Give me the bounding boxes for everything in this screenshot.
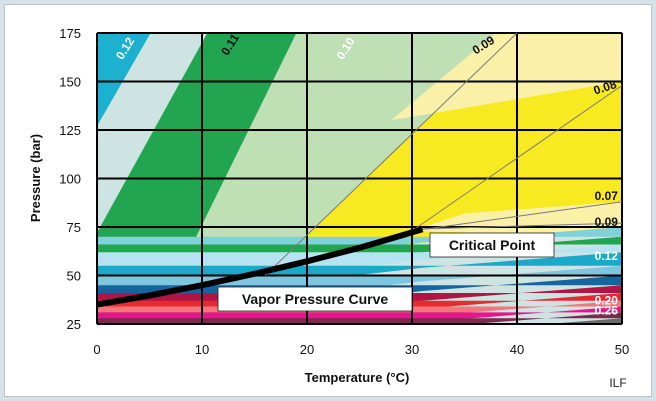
density-label-upper-6: 0.09 <box>595 215 619 229</box>
isochore-line-1 <box>411 84 622 232</box>
vapor-pressure-callout <box>217 286 413 312</box>
credit-label: ILF <box>609 376 626 390</box>
x-tick-label-0: 0 <box>93 342 100 357</box>
y-tick-label-75: 75 <box>67 220 81 235</box>
liquid-band-10 <box>97 312 622 324</box>
x-axis-label: Temperature (°C) <box>305 370 410 385</box>
y-tick-label-125: 125 <box>59 123 81 138</box>
y-tick-label-100: 100 <box>59 172 81 187</box>
x-tick-label-20: 20 <box>300 342 314 357</box>
critical-point-label: Critical Point <box>449 237 536 253</box>
x-tick-label-50: 50 <box>615 342 629 357</box>
isochore-line-0 <box>264 33 518 276</box>
isochore-line-3 <box>422 222 622 230</box>
critical-point-callout <box>429 232 555 258</box>
density-label-lower-2: 0.26 <box>595 303 619 317</box>
y-tick-label-50: 50 <box>67 269 81 284</box>
density-label-lower-1: 0.20 <box>595 294 619 308</box>
density-region-0.11 <box>97 33 297 280</box>
density-label-lower-0: 0.12 <box>595 249 619 263</box>
y-tick-label-150: 150 <box>59 75 81 90</box>
density-label-upper-5: 0.07 <box>595 189 619 203</box>
liquid-band-11 <box>97 318 622 324</box>
density-region-0.12 <box>97 33 151 127</box>
y-axis-label: Pressure (bar) <box>28 134 43 222</box>
y-tick-label-175: 175 <box>59 26 81 41</box>
x-tick-label-30: 30 <box>405 342 419 357</box>
x-tick-label-40: 40 <box>510 342 524 357</box>
vapor-pressure-curve <box>96 226 424 308</box>
vapor-pressure-label: Vapor Pressure Curve <box>242 291 389 307</box>
isochore-line-2 <box>411 201 622 232</box>
density-label-upper-4: 0.08 <box>592 77 619 98</box>
y-tick-label-25: 25 <box>67 317 81 332</box>
x-tick-label-10: 10 <box>195 342 209 357</box>
